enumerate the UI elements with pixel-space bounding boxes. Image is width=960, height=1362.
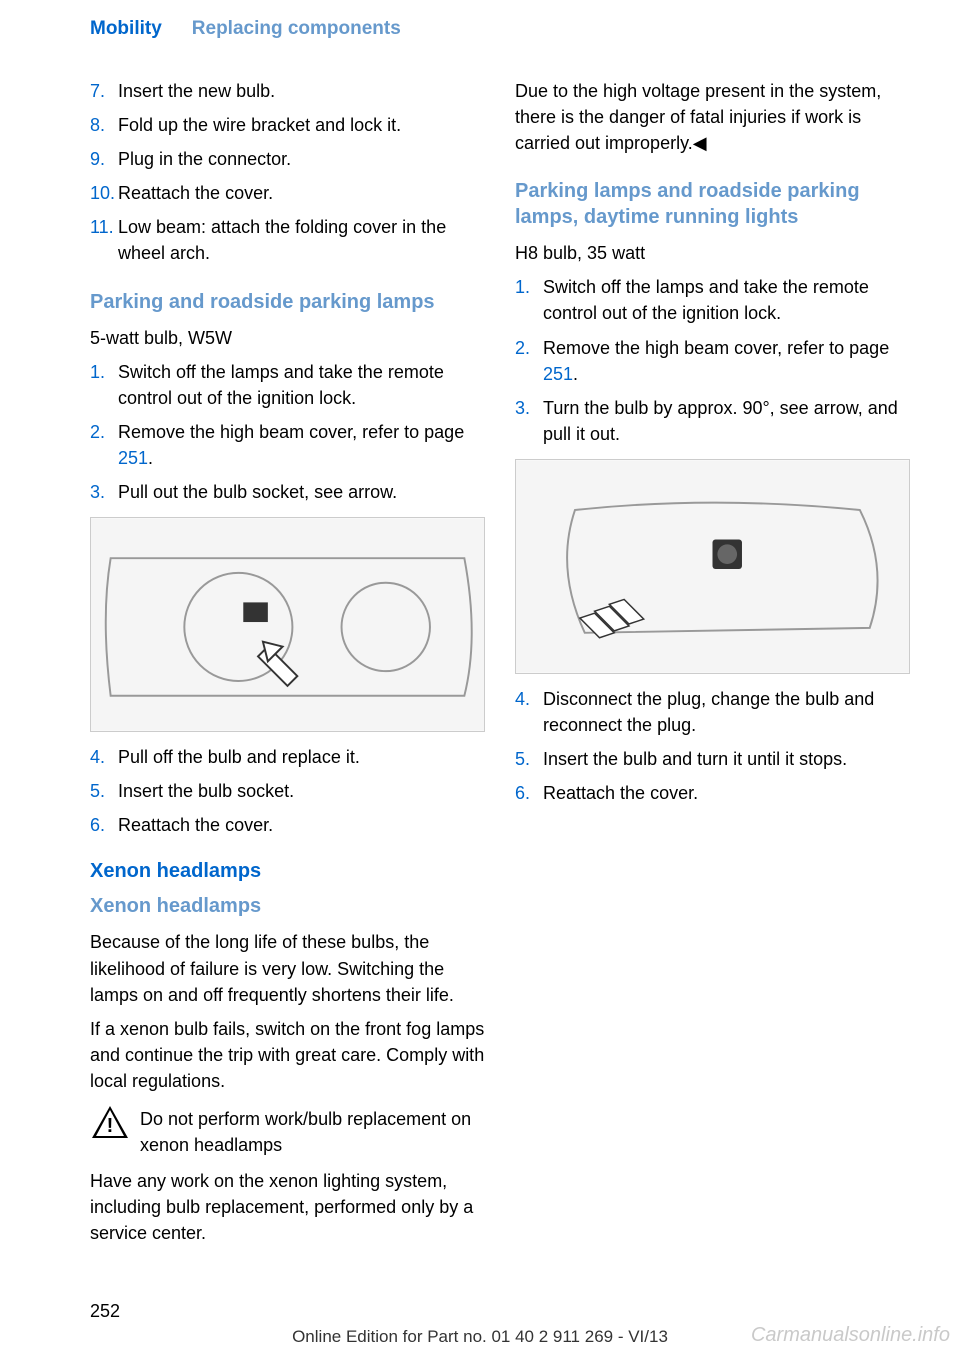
paragraph: Have any work on the xenon lighting syst… — [90, 1168, 485, 1246]
list-number: 2. — [515, 335, 543, 387]
list-text: Turn the bulb by approx. 90°, see arrow,… — [543, 395, 910, 447]
list-text: Switch off the lamps and take the remote… — [543, 274, 910, 326]
page-number: 252 — [90, 1301, 120, 1322]
list-number: 5. — [515, 746, 543, 772]
list-item: 1. Switch off the lamps and take the rem… — [90, 359, 485, 411]
warning-box: ! Do not perform work/bulb replacement o… — [90, 1104, 485, 1158]
list-item: 8. Fold up the wire bracket and lock it. — [90, 112, 485, 138]
headlamp-side-diagram-image — [515, 459, 910, 674]
headlamp-diagram-image — [90, 517, 485, 732]
list-text: Disconnect the plug, change the bulb and… — [543, 686, 910, 738]
right-column: Due to the high voltage present in the s… — [515, 78, 910, 1254]
list-item: 6. Reattach the cover. — [515, 780, 910, 806]
list-text: Low beam: attach the folding cover in th… — [118, 214, 485, 266]
list-text: Insert the bulb and turn it until it sto… — [543, 746, 910, 772]
text-pre: Remove the high beam cover, refer to pag… — [118, 422, 464, 442]
warning-triangle-icon: ! — [90, 1104, 130, 1140]
paragraph: Due to the high voltage present in the s… — [515, 78, 910, 156]
header-mobility-label: Mobility — [90, 18, 162, 40]
list-item: 9. Plug in the connector. — [90, 146, 485, 172]
subtext-bulb-type: 5-watt bulb, W5W — [90, 325, 485, 351]
warning-text: Do not perform work/bulb replacement on … — [140, 1104, 485, 1158]
subtext-bulb-type: H8 bulb, 35 watt — [515, 240, 910, 266]
svg-text:!: ! — [107, 1115, 114, 1137]
list-number: 5. — [90, 778, 118, 804]
list-item: 4. Disconnect the plug, change the bulb … — [515, 686, 910, 738]
list-item: 10. Reattach the cover. — [90, 180, 485, 206]
list-text: Pull off the bulb and replace it. — [118, 744, 485, 770]
list-item: 4. Pull off the bulb and replace it. — [90, 744, 485, 770]
list-item: 2. Remove the high beam cover, refer to … — [90, 419, 485, 471]
list-number: 7. — [90, 78, 118, 104]
list-item: 5. Insert the bulb socket. — [90, 778, 485, 804]
list-text: Reattach the cover. — [118, 180, 485, 206]
header-section-label: Replacing components — [192, 18, 401, 40]
heading-xenon-sub: Xenon headlamps — [90, 893, 485, 919]
page-header: Mobility Replacing components — [0, 0, 960, 58]
list-number: 3. — [515, 395, 543, 447]
list-text: Reattach the cover. — [543, 780, 910, 806]
list-number: 1. — [90, 359, 118, 411]
list-text: Switch off the lamps and take the remote… — [118, 359, 485, 411]
heading-xenon-main: Xenon headlamps — [90, 860, 485, 883]
list-item: 11. Low beam: attach the folding cover i… — [90, 214, 485, 266]
paragraph: If a xenon bulb fails, switch on the fro… — [90, 1016, 485, 1094]
list-text: Fold up the wire bracket and lock it. — [118, 112, 485, 138]
list-number: 4. — [515, 686, 543, 738]
text-pre: Remove the high beam cover, refer to pag… — [543, 338, 889, 358]
text-post: . — [573, 364, 578, 384]
watermark-text: Carmanualsonline.info — [751, 1324, 950, 1347]
text-post: . — [148, 448, 153, 468]
list-number: 2. — [90, 419, 118, 471]
list-text: Remove the high beam cover, refer to pag… — [543, 335, 910, 387]
list-text: Pull out the bulb socket, see arrow. — [118, 479, 485, 505]
list-number: 8. — [90, 112, 118, 138]
page-link[interactable]: 251 — [543, 364, 573, 384]
list-number: 10. — [90, 180, 118, 206]
left-column: 7. Insert the new bulb. 8. Fold up the w… — [90, 78, 485, 1254]
paragraph: Because of the long life of these bulbs,… — [90, 929, 485, 1007]
list-text: Reattach the cover. — [118, 812, 485, 838]
list-item: 1. Switch off the lamps and take the rem… — [515, 274, 910, 326]
heading-parking-lamps: Parking and roadside parking lamps — [90, 289, 485, 315]
list-number: 9. — [90, 146, 118, 172]
list-item: 7. Insert the new bulb. — [90, 78, 485, 104]
heading-parking-daytime: Parking lamps and roadside parking lamps… — [515, 178, 910, 230]
list-number: 11. — [90, 214, 118, 266]
list-item: 3. Turn the bulb by approx. 90°, see arr… — [515, 395, 910, 447]
list-text: Insert the bulb socket. — [118, 778, 485, 804]
list-text: Insert the new bulb. — [118, 78, 485, 104]
footer-edition-text: Online Edition for Part no. 01 40 2 911 … — [292, 1327, 668, 1347]
list-number: 3. — [90, 479, 118, 505]
list-text: Plug in the connector. — [118, 146, 485, 172]
list-item: 6. Reattach the cover. — [90, 812, 485, 838]
page-link[interactable]: 251 — [118, 448, 148, 468]
list-item: 2. Remove the high beam cover, refer to … — [515, 335, 910, 387]
list-number: 6. — [90, 812, 118, 838]
list-item: 3. Pull out the bulb socket, see arrow. — [90, 479, 485, 505]
list-number: 4. — [90, 744, 118, 770]
list-number: 1. — [515, 274, 543, 326]
list-number: 6. — [515, 780, 543, 806]
list-text: Remove the high beam cover, refer to pag… — [118, 419, 485, 471]
content-area: 7. Insert the new bulb. 8. Fold up the w… — [0, 58, 960, 1254]
list-item: 5. Insert the bulb and turn it until it … — [515, 746, 910, 772]
